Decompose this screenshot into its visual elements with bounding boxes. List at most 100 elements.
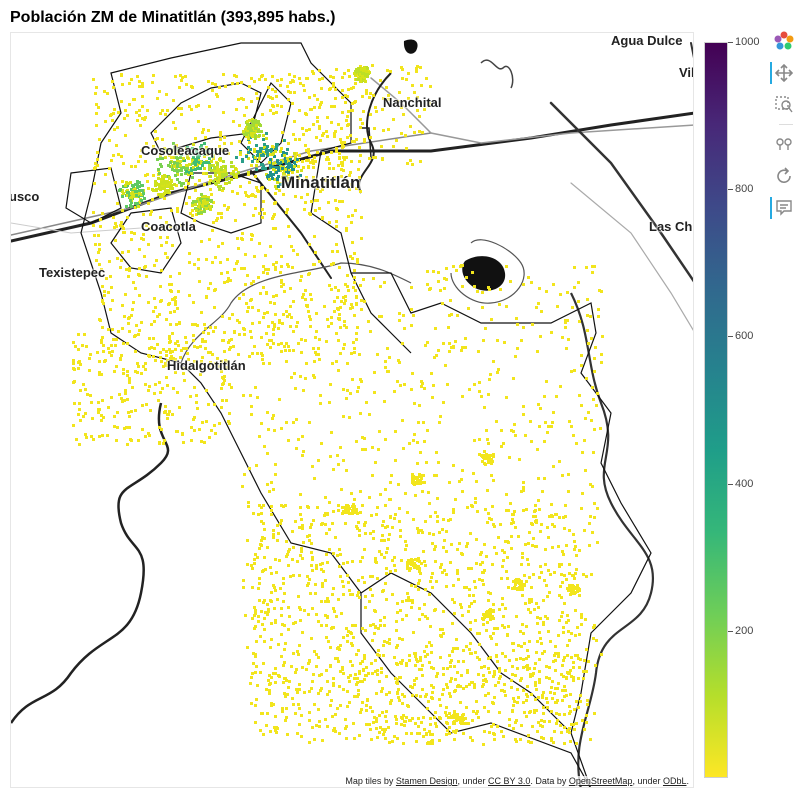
raster-cell bbox=[225, 366, 228, 369]
raster-cell bbox=[396, 644, 399, 647]
raster-cell bbox=[470, 504, 473, 507]
raster-cell bbox=[312, 176, 315, 179]
raster-cell bbox=[122, 342, 125, 345]
raster-cell bbox=[446, 667, 449, 670]
raster-cell bbox=[416, 462, 419, 465]
raster-cell bbox=[476, 656, 479, 659]
raster-cell bbox=[408, 599, 411, 602]
wheel-zoom-tool-icon[interactable] bbox=[770, 131, 798, 157]
raster-cell bbox=[416, 567, 419, 570]
raster-cell bbox=[429, 723, 432, 726]
raster-cell bbox=[116, 411, 119, 414]
pan-tool-icon[interactable] bbox=[770, 60, 798, 86]
raster-cell bbox=[282, 160, 285, 163]
raster-cell bbox=[179, 169, 182, 172]
raster-cell bbox=[564, 515, 567, 518]
raster-cell bbox=[442, 546, 445, 549]
raster-cell bbox=[496, 627, 499, 630]
cc-by-link[interactable]: CC BY 3.0 bbox=[488, 776, 531, 786]
reset-tool-icon[interactable] bbox=[770, 163, 798, 189]
raster-cell bbox=[243, 133, 246, 136]
raster-cell bbox=[185, 347, 188, 350]
raster-cell bbox=[165, 93, 168, 96]
raster-cell bbox=[268, 149, 271, 152]
raster-cell bbox=[250, 564, 253, 567]
raster-cell bbox=[516, 347, 519, 350]
raster-cell bbox=[95, 124, 98, 127]
raster-cell bbox=[552, 660, 555, 663]
raster-cell bbox=[383, 556, 386, 559]
raster-cell bbox=[255, 92, 258, 95]
raster-cell bbox=[131, 191, 134, 194]
raster-cell bbox=[204, 347, 207, 350]
raster-cell bbox=[205, 172, 208, 175]
raster-cell bbox=[194, 189, 197, 192]
raster-cell bbox=[266, 311, 269, 314]
raster-cell bbox=[366, 698, 369, 701]
raster-cell bbox=[293, 75, 296, 78]
raster-cell bbox=[391, 559, 394, 562]
raster-cell bbox=[272, 536, 275, 539]
stamen-link[interactable]: Stamen Design bbox=[395, 776, 458, 786]
raster-cell bbox=[176, 152, 179, 155]
raster-cell bbox=[433, 474, 436, 477]
map-canvas[interactable]: Agua Dulce Vil Nanchital Cosoleacaque Mi… bbox=[10, 32, 694, 788]
raster-cell bbox=[539, 637, 542, 640]
raster-cell bbox=[172, 387, 175, 390]
raster-cell bbox=[449, 518, 452, 521]
odbl-link[interactable]: ODbL bbox=[662, 776, 687, 786]
raster-cell bbox=[441, 302, 444, 305]
raster-cell bbox=[202, 128, 205, 131]
raster-cell bbox=[378, 315, 381, 318]
raster-cell bbox=[228, 339, 231, 342]
raster-cell bbox=[357, 168, 360, 171]
raster-cell bbox=[461, 395, 464, 398]
raster-cell bbox=[133, 187, 136, 190]
raster-cell bbox=[321, 562, 324, 565]
box-zoom-tool-icon[interactable] bbox=[770, 92, 798, 118]
raster-cell bbox=[196, 346, 199, 349]
raster-cell bbox=[429, 742, 432, 745]
osm-link[interactable]: OpenStreetMap bbox=[568, 776, 633, 786]
raster-cell bbox=[217, 180, 220, 183]
raster-cell bbox=[352, 722, 355, 725]
raster-cell bbox=[208, 182, 211, 185]
raster-cell bbox=[530, 440, 533, 443]
raster-cell bbox=[366, 75, 369, 78]
bokeh-logo-icon[interactable] bbox=[770, 28, 798, 54]
raster-cell bbox=[116, 257, 119, 260]
place-label: Texistepec bbox=[39, 265, 106, 280]
raster-cell bbox=[131, 308, 134, 311]
raster-cell bbox=[349, 134, 352, 137]
raster-cell bbox=[433, 548, 436, 551]
raster-cell bbox=[346, 561, 349, 564]
color-bar-tick-label: 600 bbox=[735, 330, 754, 343]
raster-cell bbox=[418, 732, 421, 735]
raster-cell bbox=[562, 553, 565, 556]
raster-cell bbox=[272, 342, 275, 345]
raster-cell bbox=[247, 306, 250, 309]
raster-cell bbox=[203, 155, 206, 158]
raster-cell bbox=[434, 722, 437, 725]
raster-cell bbox=[542, 621, 545, 624]
raster-cell bbox=[122, 185, 125, 188]
raster-cell bbox=[400, 559, 403, 562]
raster-cell bbox=[359, 378, 362, 381]
raster-cell bbox=[195, 394, 198, 397]
hover-tool-icon[interactable] bbox=[770, 195, 798, 221]
raster-cell bbox=[435, 451, 438, 454]
raster-cell bbox=[542, 599, 545, 602]
raster-cell bbox=[239, 185, 242, 188]
raster-cell bbox=[356, 258, 359, 261]
raster-cell bbox=[439, 566, 442, 569]
raster-cell bbox=[121, 304, 124, 307]
raster-cell bbox=[363, 657, 366, 660]
raster-cell bbox=[416, 732, 419, 735]
raster-cell bbox=[210, 164, 213, 167]
raster-cell bbox=[198, 209, 201, 212]
raster-cell bbox=[326, 616, 329, 619]
raster-cell bbox=[321, 582, 324, 585]
raster-cell bbox=[272, 112, 275, 115]
raster-cell bbox=[223, 379, 226, 382]
raster-cell bbox=[312, 72, 315, 75]
